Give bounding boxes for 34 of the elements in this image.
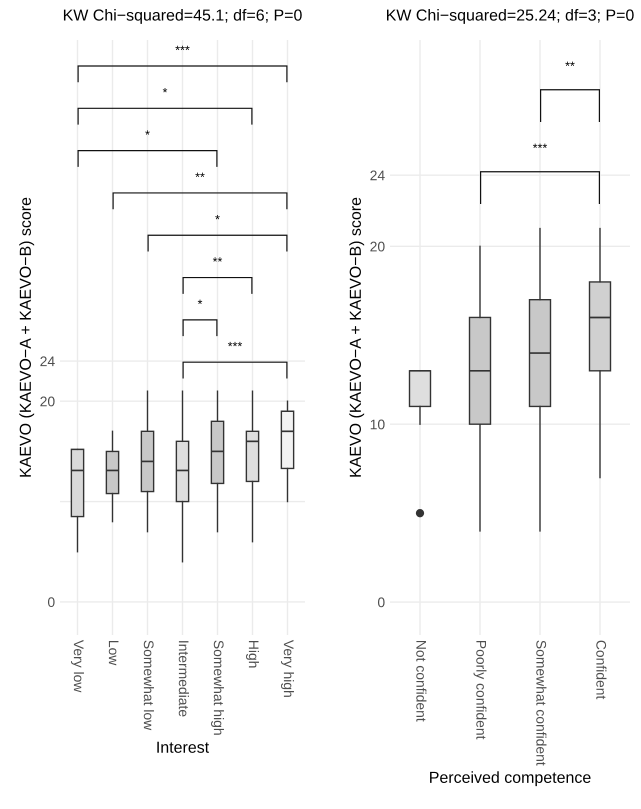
- annotation: **: [212, 257, 222, 262]
- chart-title: KW Chi−squared=45.1; df=6; P=0: [64, 8, 302, 24]
- y-tick-label: 0: [48, 597, 55, 608]
- y-tick-label: 10: [370, 420, 385, 430]
- annotation: ***: [175, 46, 190, 50]
- annotation: ***: [532, 144, 548, 148]
- x-tick-label: Intermediate: [178, 641, 189, 716]
- annotation: **: [195, 172, 205, 178]
- annotation: *: [215, 214, 220, 220]
- x-axis-title: Interest: [157, 742, 210, 753]
- y-axis-title: KAEVO (KAEVO−A + KAEVO−B) score: [19, 198, 34, 477]
- x-tick-label: Very high: [281, 640, 294, 697]
- annotation: **: [565, 62, 575, 66]
- x-axis-title: Perceived competence: [430, 771, 591, 786]
- x-tick-label: Somewhat confident: [536, 640, 546, 766]
- annotation: *: [198, 300, 202, 304]
- annotation: ***: [228, 342, 242, 346]
- y-tick-label: 20: [370, 242, 385, 252]
- x-tick-label: Somewhat high: [211, 640, 224, 735]
- y-tick-label: 20: [40, 396, 55, 406]
- y-tick-label: 24: [370, 170, 385, 180]
- x-tick-label: Somewhat low: [144, 640, 154, 730]
- x-tick-label: Low: [108, 641, 118, 666]
- chart-title: KW Chi−squared=25.24; df=3; P=0: [387, 8, 634, 24]
- y-tick-label: 0: [378, 597, 385, 608]
- x-tick-label: Poorly confident: [474, 641, 486, 740]
- annotation: *: [162, 88, 168, 92]
- x-tick-label: Very low: [71, 640, 84, 692]
- x-tick-label: High: [246, 641, 259, 668]
- annotation: *: [145, 130, 150, 135]
- x-tick-label: Confident: [596, 640, 606, 700]
- y-axis-title: KAEVO (KAEVO−A + KAEVO−B) score: [349, 198, 364, 477]
- y-tick-label: 24: [40, 356, 55, 366]
- x-tick-label: Not confident: [416, 641, 426, 722]
